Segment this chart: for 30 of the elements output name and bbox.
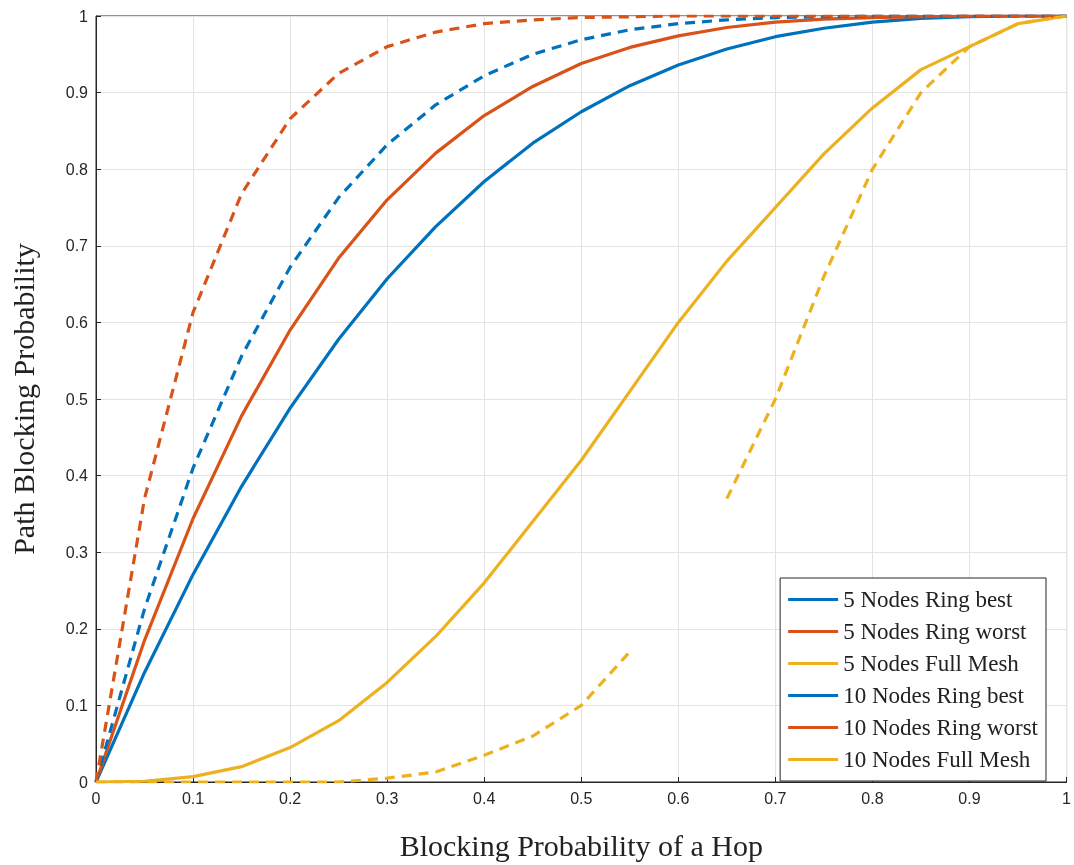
x-tick-label: 0.4	[473, 789, 496, 807]
y-tick-label: 0.9	[65, 84, 89, 102]
x-tick-label: 0.5	[570, 789, 593, 807]
x-tick-label: 0.8	[861, 789, 884, 807]
y-tick-label: 1	[79, 7, 89, 25]
legend-label: 5 Nodes Ring best	[843, 587, 1014, 612]
legend-label: 10 Nodes Ring best	[843, 683, 1025, 708]
x-tick-label: 0.7	[764, 789, 787, 807]
y-tick-label: 0.6	[65, 313, 89, 331]
y-tick-label: 0.8	[65, 160, 89, 178]
x-tick-label: 0.9	[958, 789, 981, 807]
legend-label: 10 Nodes Full Mesh	[843, 747, 1031, 772]
y-tick-label: 0	[79, 773, 89, 791]
x-tick-label: 0	[91, 789, 101, 807]
x-tick-label: 0.6	[667, 789, 690, 807]
x-axis-title: Blocking Probability of a Hop	[399, 828, 763, 862]
legend-label: 10 Nodes Ring worst	[843, 715, 1039, 740]
y-tick-label: 0.3	[65, 543, 89, 561]
x-tick-label: 1	[1062, 789, 1072, 807]
y-tick-label: 0.4	[65, 467, 89, 485]
x-tick-label: 0.2	[278, 789, 302, 807]
y-tick-label: 0.2	[65, 620, 89, 638]
legend-label: 5 Nodes Ring worst	[843, 619, 1028, 644]
x-tick-label: 0.1	[181, 789, 205, 807]
y-tick-label: 0.5	[65, 390, 89, 408]
y-tick-label: 0.1	[65, 696, 89, 714]
x-tick-label: 0.3	[376, 789, 399, 807]
y-tick-label: 0.7	[65, 237, 89, 255]
y-axis-title: Path Blocking Probability	[6, 243, 40, 555]
legend-label: 5 Nodes Full Mesh	[843, 651, 1020, 676]
